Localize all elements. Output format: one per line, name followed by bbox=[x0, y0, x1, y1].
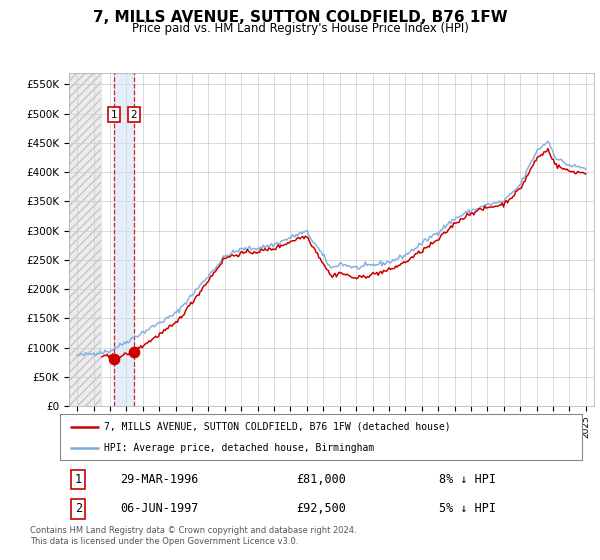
Text: 2: 2 bbox=[130, 110, 137, 120]
Text: 06-JUN-1997: 06-JUN-1997 bbox=[120, 502, 199, 515]
Text: 7, MILLS AVENUE, SUTTON COLDFIELD, B76 1FW: 7, MILLS AVENUE, SUTTON COLDFIELD, B76 1… bbox=[92, 10, 508, 25]
Text: 2: 2 bbox=[75, 502, 82, 515]
Text: 8% ↓ HPI: 8% ↓ HPI bbox=[439, 473, 496, 486]
Point bbox=[129, 347, 139, 356]
Text: 5% ↓ HPI: 5% ↓ HPI bbox=[439, 502, 496, 515]
Bar bbox=[114, 73, 134, 406]
Text: 29-MAR-1996: 29-MAR-1996 bbox=[120, 473, 199, 486]
Text: HPI: Average price, detached house, Birmingham: HPI: Average price, detached house, Birm… bbox=[104, 443, 374, 453]
Bar bbox=[69, 73, 101, 406]
Text: 7, MILLS AVENUE, SUTTON COLDFIELD, B76 1FW (detached house): 7, MILLS AVENUE, SUTTON COLDFIELD, B76 1… bbox=[104, 422, 451, 432]
Text: Contains HM Land Registry data © Crown copyright and database right 2024.
This d: Contains HM Land Registry data © Crown c… bbox=[30, 526, 356, 546]
Bar bbox=[69, 73, 101, 406]
Text: £92,500: £92,500 bbox=[296, 502, 346, 515]
Point bbox=[109, 354, 119, 363]
Text: Price paid vs. HM Land Registry's House Price Index (HPI): Price paid vs. HM Land Registry's House … bbox=[131, 22, 469, 35]
Text: 1: 1 bbox=[75, 473, 82, 486]
Text: 1: 1 bbox=[110, 110, 117, 120]
Text: £81,000: £81,000 bbox=[296, 473, 346, 486]
